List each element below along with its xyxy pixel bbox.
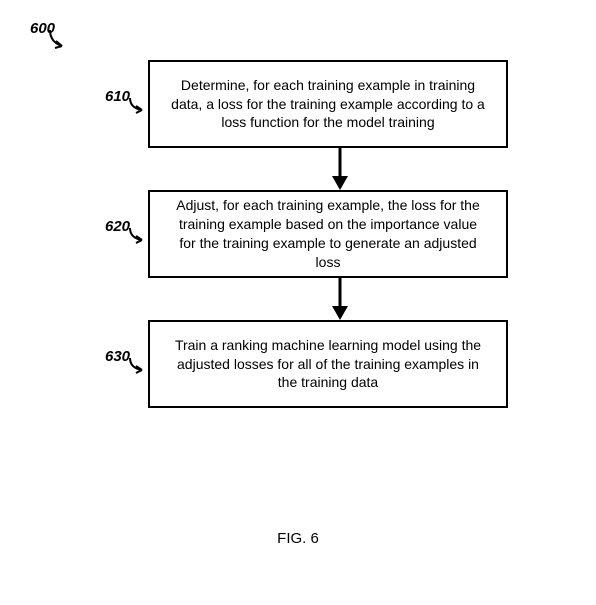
step-label-630-text: 630 — [105, 348, 130, 365]
step-label-620: 620 — [105, 218, 130, 235]
step-box-620: Adjust, for each training example, the l… — [148, 190, 508, 278]
flowchart-diagram: 600 610 Determine, for each training exa… — [0, 0, 596, 605]
step-label-620-text: 620 — [105, 218, 130, 235]
arrow-620-to-630 — [328, 278, 352, 322]
step-label-610: 610 — [105, 88, 130, 105]
arrow-610-to-620 — [328, 148, 352, 192]
step-620-text: Adjust, for each training example, the l… — [170, 196, 486, 272]
step-label-610-text: 610 — [105, 88, 130, 105]
step-620-pointer — [128, 226, 148, 246]
step-630-text: Train a ranking machine learning model u… — [170, 336, 486, 393]
step-box-610: Determine, for each training example in … — [148, 60, 508, 148]
figure-caption-text: FIG. 6 — [277, 530, 319, 547]
figure-caption: FIG. 6 — [0, 530, 596, 547]
step-box-630: Train a ranking machine learning model u… — [148, 320, 508, 408]
step-610-text: Determine, for each training example in … — [170, 76, 486, 133]
figure-number-pointer — [48, 28, 72, 52]
step-630-pointer — [128, 356, 148, 376]
step-610-pointer — [128, 96, 148, 116]
step-label-630: 630 — [105, 348, 130, 365]
